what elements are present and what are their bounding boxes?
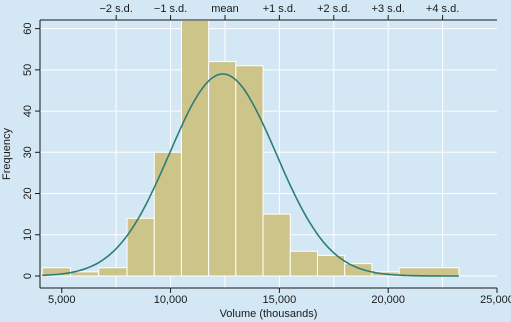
normal-curve	[42, 73, 459, 277]
histogram-bar	[98, 267, 128, 277]
y-tick-label: 60	[22, 22, 34, 34]
x-tick-label: 15,000	[263, 294, 297, 306]
histogram-bar	[208, 61, 237, 277]
x-tick-label: 25,000	[480, 294, 511, 306]
histogram-bar	[289, 250, 318, 277]
y-tick-label: 20	[22, 187, 34, 199]
histogram-bar	[126, 217, 155, 277]
histogram-bar	[153, 151, 182, 277]
y-tick-label: 40	[22, 105, 34, 117]
histogram-bar	[344, 263, 373, 277]
x-axis-label: Volume (thousands)	[220, 308, 318, 320]
top-tick-label: +3 s.d.	[372, 3, 405, 15]
top-tick-label: +1 s.d.	[263, 3, 296, 15]
tick-labels: 0 10 20 30 40 50 60 5,000 10,000 15,000 20,000 25,0…	[22, 3, 511, 306]
y-tick-label: 30	[22, 146, 34, 158]
top-tick-label: −2 s.d.	[100, 3, 133, 15]
y-tick-label: 0	[22, 273, 34, 279]
top-tick-label: +2 s.d.	[317, 3, 350, 15]
y-tick-label: 50	[22, 64, 34, 76]
gridlines	[40, 20, 497, 288]
x-tick-label: 20,000	[371, 294, 405, 306]
x-tick-label: 10,000	[154, 294, 188, 306]
y-axis-label: Frequency	[1, 128, 13, 180]
x-tick-label: 5,000	[48, 294, 76, 306]
top-tick-label: mean	[211, 3, 239, 15]
histogram-bar	[235, 65, 264, 277]
histogram-bar	[180, 19, 210, 277]
top-tick-label: −1 s.d.	[154, 3, 187, 15]
top-tick-label: +4 s.d.	[426, 3, 459, 15]
histogram-bars	[41, 19, 460, 277]
histogram-bar	[262, 213, 291, 277]
y-tick-label: 10	[22, 229, 34, 241]
